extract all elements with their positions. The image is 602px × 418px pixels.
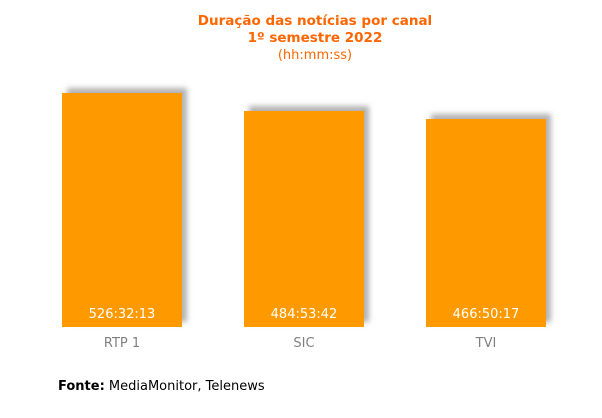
bar-rtp1: 526:32:13 [62,93,182,327]
source-note: Fonte: MediaMonitor, Telenews [58,379,265,394]
chart-subtitle: 1º semestre 2022 [247,30,383,46]
category-label-tvi: TVI [475,336,497,351]
bar-value-label-rtp1: 526:32:13 [88,307,156,322]
category-label-rtp1: RTP 1 [103,336,141,351]
bar-value-label-sic: 484:53:42 [270,307,338,322]
category-label-sic: SIC [293,336,315,351]
bar-value-label-tvi: 466:50:17 [452,307,520,322]
chart-title-block: Duração das notícias por canal 1º semest… [28,13,602,64]
bar-tvi: 466:50:17 [426,119,546,327]
chart-unit-label: (hh:mm:ss) [277,48,353,63]
bar-sic: 484:53:42 [244,111,364,327]
source-text: MediaMonitor, Telenews [104,379,265,394]
source-label: Fonte: [58,379,105,394]
chart-title: Duração das notícias por canal [197,13,433,29]
